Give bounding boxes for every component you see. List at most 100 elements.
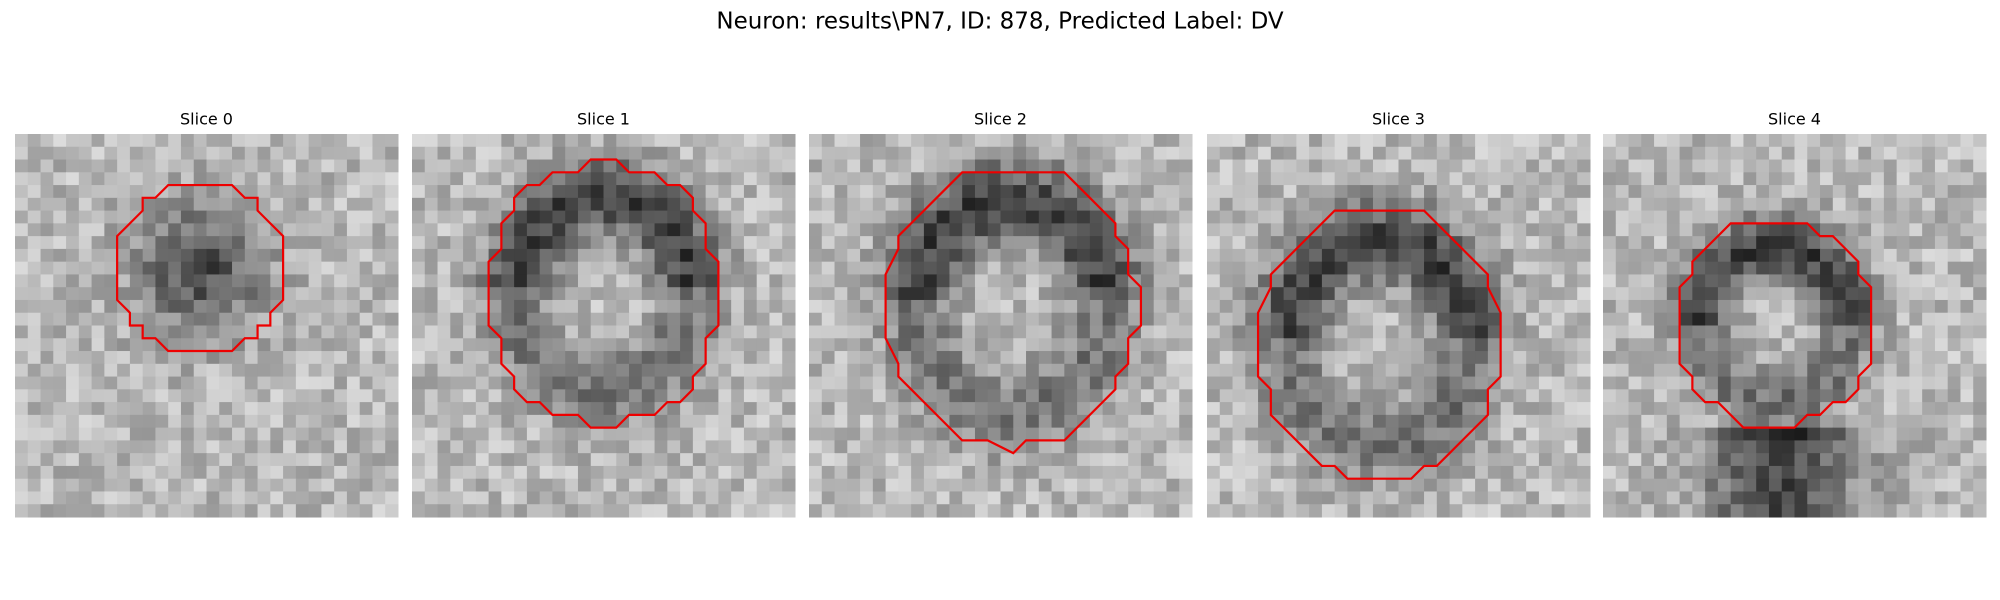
pixel (974, 261, 989, 275)
pixel (40, 197, 54, 212)
pixel (1321, 389, 1336, 403)
pixel (1794, 338, 1808, 352)
pixel (450, 325, 464, 339)
pixel (1385, 453, 1400, 467)
pixel (1309, 185, 1323, 199)
pixel (603, 210, 617, 224)
pixel (219, 248, 233, 263)
pixel (1871, 261, 1885, 275)
pixel (1858, 134, 1872, 148)
pixel (295, 338, 310, 352)
pixel (66, 210, 80, 224)
pixel (1153, 325, 1167, 339)
pixel (1064, 453, 1078, 467)
pixel (911, 197, 925, 212)
pixel (1064, 465, 1078, 480)
pixel (475, 172, 490, 186)
pixel (53, 248, 67, 263)
pixel (1115, 478, 1129, 492)
pixel (590, 261, 605, 275)
pixel (1666, 465, 1681, 480)
pixel (1140, 376, 1155, 390)
pixel (616, 223, 630, 237)
pixel (1321, 491, 1336, 505)
pixel (705, 146, 719, 161)
pixel (1179, 453, 1193, 467)
pixel (936, 453, 950, 467)
pixel (872, 261, 887, 275)
pixel (1883, 134, 1898, 148)
pixel (1051, 236, 1065, 250)
pixel (1207, 491, 1221, 505)
pixel (1641, 146, 1655, 161)
pixel (526, 376, 541, 390)
pixel (1832, 427, 1847, 441)
pixel (117, 236, 131, 250)
pixel (180, 223, 195, 237)
pixel (1692, 159, 1706, 173)
pixel (769, 210, 783, 224)
pixel (1564, 210, 1578, 224)
pixel (680, 504, 694, 518)
pixel (769, 274, 783, 288)
pixel (463, 427, 477, 441)
pixel (1309, 478, 1323, 492)
pixel (1628, 185, 1642, 199)
pixel (321, 185, 335, 199)
pixel (1153, 504, 1167, 518)
pixel (1166, 491, 1180, 505)
pixel (1692, 338, 1706, 352)
pixel (923, 172, 938, 186)
pixel (1283, 210, 1297, 224)
pixel (283, 159, 297, 173)
pixel (1564, 159, 1578, 173)
pixel (974, 210, 989, 224)
pixel (756, 172, 770, 186)
pixel (1309, 402, 1323, 416)
pixel (743, 185, 758, 199)
pixel (142, 325, 156, 339)
pixel (1462, 274, 1476, 288)
pixel (923, 261, 938, 275)
pixel (629, 504, 643, 518)
pixel (898, 338, 912, 352)
pixel (1115, 134, 1129, 148)
pixel (1064, 274, 1078, 288)
pixel (129, 376, 144, 390)
pixel (1321, 376, 1336, 390)
pixel (1449, 491, 1463, 505)
pixel (270, 427, 284, 441)
pixel (283, 172, 297, 186)
pixel (104, 134, 118, 148)
pixel (1845, 134, 1859, 148)
pixel (1000, 414, 1014, 429)
pixel (1794, 440, 1808, 454)
pixel (270, 210, 284, 224)
pixel (616, 440, 630, 454)
panel-title: Slice 4 (1768, 110, 1821, 129)
pixel (923, 351, 938, 365)
pixel (40, 172, 54, 186)
image-panel (809, 134, 1193, 518)
pixel (1102, 440, 1116, 454)
pixel (641, 338, 656, 352)
pixel (270, 197, 284, 212)
pixel (219, 351, 233, 365)
pixel (1360, 389, 1374, 403)
pixel (1013, 248, 1027, 263)
pixel (821, 146, 836, 161)
pixel (1026, 223, 1040, 237)
pixel (629, 338, 643, 352)
pixel (923, 223, 938, 237)
pixel (1140, 223, 1155, 237)
pixel (1296, 414, 1310, 429)
pixel (1166, 236, 1180, 250)
pixel (1768, 363, 1783, 378)
pixel (244, 363, 259, 378)
pixel (1756, 210, 1770, 224)
pixel (1768, 210, 1783, 224)
pixel (1500, 376, 1514, 390)
pixel (936, 134, 950, 148)
pixel (1462, 210, 1476, 224)
pixel (1179, 223, 1193, 237)
